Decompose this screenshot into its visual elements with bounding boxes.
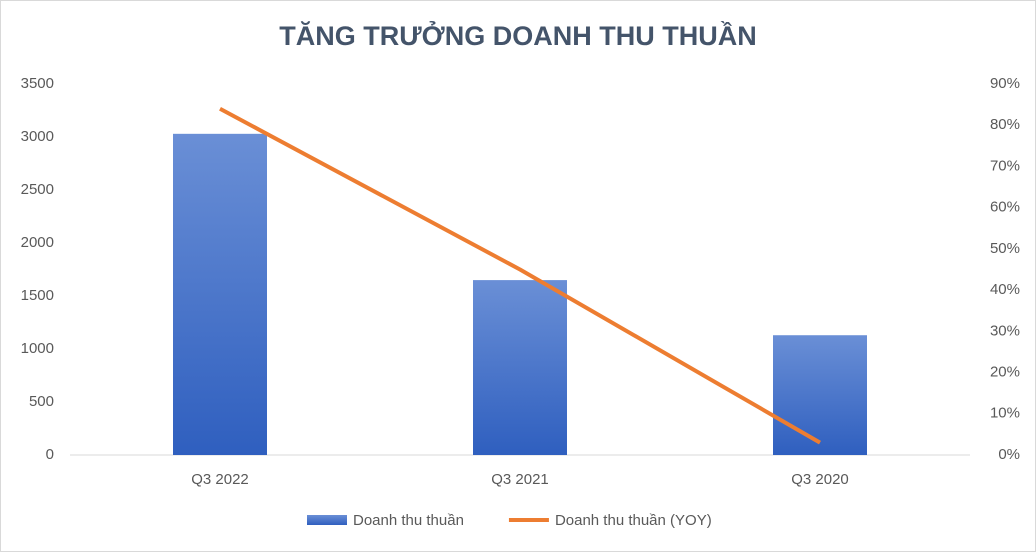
y2-tick-label: 90%: [990, 75, 1020, 92]
chart-title: TĂNG TRƯỞNG DOANH THU THUẦN: [279, 19, 756, 51]
line: [219, 106, 821, 445]
y2-tick-label: 70%: [990, 157, 1020, 174]
bar: [473, 280, 567, 455]
y-tick-label: 0: [46, 446, 54, 463]
bar: [773, 335, 867, 455]
y2-tick-label: 40%: [990, 281, 1020, 298]
y-tick-label: 1000: [21, 340, 54, 357]
y-tick-label: 2500: [21, 181, 54, 198]
y2-tick-label: 60%: [990, 199, 1020, 216]
y2-tick-label: 20%: [990, 364, 1020, 381]
y-tick-label: 1500: [21, 287, 54, 304]
y2-tick-label: 80%: [990, 116, 1020, 133]
y-tick-label: 3000: [21, 128, 54, 145]
legend-swatch: [307, 515, 347, 525]
y-tick-label: 500: [29, 393, 54, 410]
legend-label: Doanh thu thuần: [353, 512, 464, 529]
bar: [173, 133, 267, 455]
x-tick-label: Q3 2020: [791, 471, 849, 488]
x-tick-label: Q3 2022: [191, 471, 249, 488]
y2-tick-label: 30%: [990, 322, 1020, 339]
y2-tick-label: 0%: [998, 446, 1020, 463]
y2-tick-label: 50%: [990, 240, 1020, 257]
y2-tick-label: 10%: [990, 405, 1020, 422]
x-tick-label: Q3 2021: [491, 471, 549, 488]
y-tick-label: 2000: [21, 234, 54, 251]
y-tick-label: 3500: [21, 75, 54, 92]
legend-label: Doanh thu thuần (YOY): [555, 512, 712, 529]
